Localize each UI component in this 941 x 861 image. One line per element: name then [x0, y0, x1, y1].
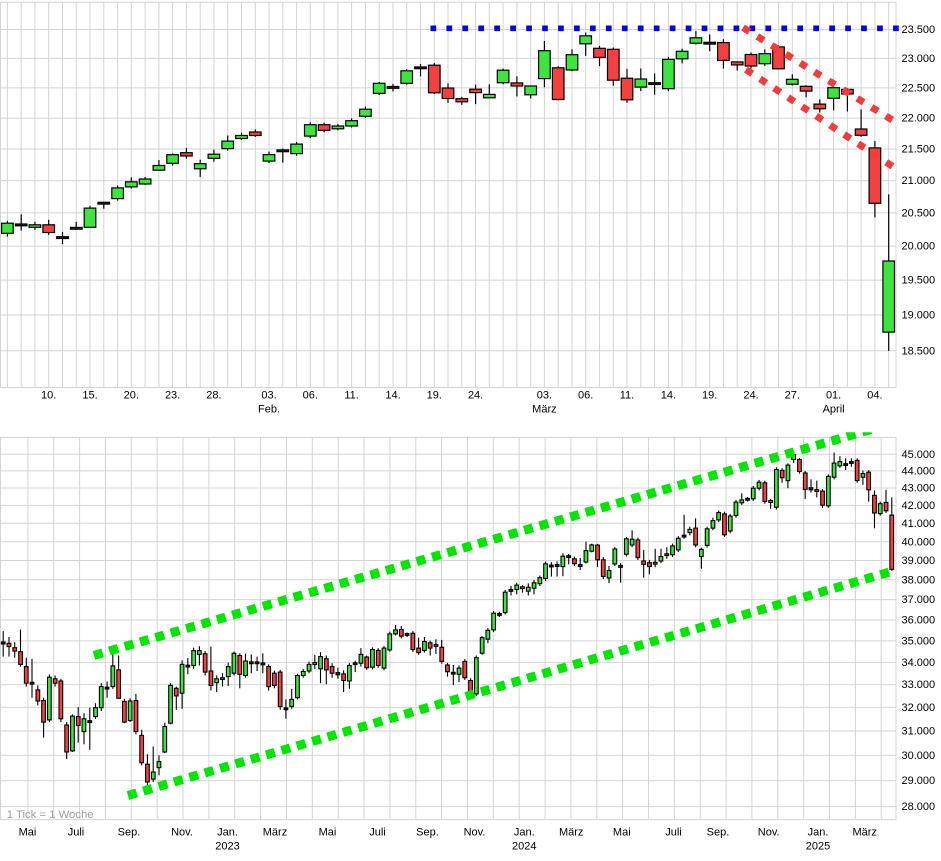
svg-text:2024: 2024	[512, 841, 536, 853]
svg-text:Juli: Juli	[369, 827, 386, 839]
svg-text:39.000: 39.000	[902, 555, 936, 567]
svg-text:30.000: 30.000	[902, 750, 936, 762]
svg-text:Nov.: Nov.	[758, 827, 780, 839]
svg-text:22.000: 22.000	[902, 113, 936, 125]
svg-text:04.: 04.	[867, 390, 882, 402]
svg-text:41.000: 41.000	[902, 518, 936, 530]
svg-text:36.000: 36.000	[902, 615, 936, 627]
svg-text:10.: 10.	[41, 390, 56, 402]
svg-text:Jan.: Jan.	[217, 827, 238, 839]
svg-text:Nov.: Nov.	[464, 827, 486, 839]
svg-text:24.: 24.	[743, 390, 758, 402]
svg-text:20.000: 20.000	[902, 241, 936, 253]
svg-text:Feb.: Feb.	[258, 404, 280, 416]
svg-text:März: März	[263, 827, 287, 839]
svg-text:23.: 23.	[165, 390, 180, 402]
svg-text:Jan.: Jan.	[808, 827, 829, 839]
svg-text:14.: 14.	[661, 390, 676, 402]
svg-text:Sep.: Sep.	[118, 827, 141, 839]
svg-text:31.000: 31.000	[902, 726, 936, 738]
svg-text:März: März	[559, 827, 583, 839]
svg-text:06.: 06.	[578, 390, 593, 402]
svg-text:37.000: 37.000	[902, 594, 936, 606]
svg-text:34.000: 34.000	[902, 657, 936, 669]
svg-text:19.: 19.	[427, 390, 442, 402]
svg-text:21.500: 21.500	[902, 144, 936, 156]
svg-text:40.000: 40.000	[902, 536, 936, 548]
svg-text:29.000: 29.000	[902, 775, 936, 787]
svg-text:Jan.: Jan.	[514, 827, 535, 839]
svg-text:Sep.: Sep.	[416, 827, 439, 839]
svg-text:20.500: 20.500	[902, 208, 936, 220]
svg-text:11.: 11.	[620, 390, 634, 402]
svg-text:Nov.: Nov.	[171, 827, 193, 839]
svg-text:28.: 28.	[206, 390, 221, 402]
svg-text:33.000: 33.000	[902, 679, 936, 691]
svg-text:27.: 27.	[785, 390, 800, 402]
svg-text:03.: 03.	[537, 390, 552, 402]
svg-text:2023: 2023	[215, 841, 239, 853]
svg-text:45.000: 45.000	[902, 449, 936, 461]
svg-text:15.: 15.	[82, 390, 97, 402]
svg-text:März: März	[852, 827, 876, 839]
svg-text:14.: 14.	[385, 390, 400, 402]
svg-text:1 Tick = 1 Woche: 1 Tick = 1 Woche	[7, 809, 94, 821]
svg-text:19.000: 19.000	[902, 310, 936, 322]
svg-text:März: März	[532, 404, 556, 416]
svg-text:21.000: 21.000	[902, 175, 936, 187]
svg-text:43.000: 43.000	[902, 483, 936, 495]
svg-text:22.500: 22.500	[902, 83, 936, 95]
svg-text:35.000: 35.000	[902, 636, 936, 648]
svg-text:42.000: 42.000	[902, 500, 936, 512]
svg-text:April: April	[823, 404, 845, 416]
svg-text:Mai: Mai	[19, 827, 37, 839]
svg-text:Mai: Mai	[613, 827, 631, 839]
svg-text:Mai: Mai	[319, 827, 337, 839]
svg-text:44.000: 44.000	[902, 466, 936, 478]
svg-text:23.000: 23.000	[902, 53, 936, 65]
svg-text:06.: 06.	[303, 390, 318, 402]
svg-text:Sep.: Sep.	[707, 827, 730, 839]
svg-text:38.000: 38.000	[902, 574, 936, 586]
svg-text:03.: 03.	[261, 390, 276, 402]
svg-text:19.: 19.	[702, 390, 717, 402]
svg-text:28.000: 28.000	[902, 801, 936, 813]
svg-text:19.500: 19.500	[902, 275, 936, 287]
svg-text:Juli: Juli	[665, 827, 682, 839]
svg-text:23.500: 23.500	[902, 24, 936, 36]
svg-text:20.: 20.	[124, 390, 139, 402]
svg-text:32.000: 32.000	[902, 702, 936, 714]
svg-text:2025: 2025	[806, 841, 830, 853]
svg-text:24.: 24.	[468, 390, 483, 402]
svg-text:01.: 01.	[826, 390, 841, 402]
svg-text:11.: 11.	[344, 390, 358, 402]
svg-text:18.500: 18.500	[902, 345, 936, 357]
svg-text:Juli: Juli	[68, 827, 85, 839]
